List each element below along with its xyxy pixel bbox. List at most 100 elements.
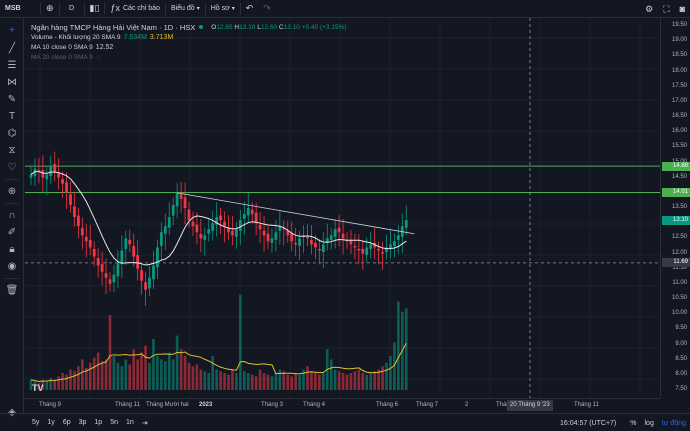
fib-icon[interactable]: ☰ (7, 60, 17, 71)
range-1d-button[interactable]: 1n (126, 419, 134, 426)
redo-button[interactable]: ↷ (258, 0, 276, 18)
bar-style-button[interactable]: ▮▯ (85, 0, 105, 18)
candle-body (349, 239, 353, 245)
volume-bar (100, 361, 104, 390)
candle-body (329, 235, 333, 240)
ruler-icon[interactable]: ⧖ (8, 145, 16, 156)
auto-scale-toggle[interactable]: tự động (661, 419, 686, 427)
candle-body (128, 239, 132, 245)
layers-icon[interactable]: ◈ (8, 407, 16, 418)
range-6m-button[interactable]: 6p (62, 419, 71, 426)
candle-body (152, 265, 155, 280)
ma10-line (30, 171, 407, 266)
candle-body (132, 245, 136, 257)
volume-bar (104, 359, 108, 390)
price-tick: 10.00 (671, 310, 687, 317)
goto-date-button[interactable]: ⇥ (138, 419, 152, 427)
percent-toggle[interactable]: % (630, 419, 637, 427)
lock-icon[interactable]: 🔒︎ (9, 244, 15, 255)
price-tick: 16.50 (671, 113, 687, 119)
zoom-icon[interactable]: ⊕ (7, 186, 17, 197)
compare-add-button[interactable]: ⊕ (41, 0, 59, 18)
volume-bar (353, 371, 357, 390)
brush-icon[interactable]: ✎ (7, 94, 17, 105)
candle-body (290, 233, 294, 242)
price-tick: 10.50 (671, 295, 687, 301)
volume-bar (33, 381, 37, 390)
heart-icon[interactable]: ♡ (7, 162, 17, 173)
price-tick: 16.00 (671, 128, 687, 135)
candle-body (49, 165, 53, 177)
legend-ohlc: O12.65 H13.10 L12.60 C13.10 +0.40 (+3.15… (211, 24, 346, 31)
candle-body (235, 229, 238, 237)
candle-body (282, 227, 286, 230)
volume-bar (179, 349, 183, 390)
price-axis[interactable]: 19.50 19.00 18.50 18.00 17.50 17.00 16.50 16.00… (660, 18, 690, 398)
clock-label[interactable]: 16:04:57 (UTC+7) (560, 419, 617, 427)
volume-bar (73, 371, 76, 390)
lock-drawing-icon[interactable]: ✐ (7, 227, 17, 238)
candle-body (57, 173, 61, 178)
hidden-eye-icon[interactable]: ◌ (96, 53, 101, 61)
range-5y-button[interactable]: 5y (32, 419, 40, 426)
price-tick: 11.50 (672, 264, 687, 271)
volume-bar (231, 369, 234, 390)
crosshair-icon[interactable]: + (9, 25, 15, 36)
undo-button[interactable]: ↶ (241, 0, 259, 18)
time-axis[interactable]: Tháng 9 Tháng 11 Tháng Mười hai 2023 Thá… (25, 398, 660, 413)
legend-volume-row[interactable]: Volume - Khối lượng 20 SMA 9 7.634M 3.71… (31, 32, 347, 42)
range-1y-button[interactable]: 1y (47, 419, 55, 426)
volume-bar (183, 356, 187, 390)
market-status-dot (199, 25, 204, 29)
log-toggle[interactable]: log (644, 419, 654, 427)
price-tick: 19.50 (671, 22, 687, 28)
snapshot-button[interactable]: ◙ (675, 0, 690, 18)
fullscreen-button[interactable]: ⛶ (658, 0, 674, 18)
range-1m-button[interactable]: 1p (94, 419, 103, 426)
trash-icon[interactable]: 🗑︎ (5, 285, 19, 296)
volume-bar (136, 359, 139, 390)
interval-button[interactable]: D (69, 5, 75, 12)
volume-bar (148, 362, 151, 390)
candle-body (369, 244, 373, 249)
ma10-value: 12.52 (95, 43, 114, 51)
redo-icon: ↷ (263, 3, 271, 13)
volume-bar (37, 383, 41, 390)
candle-body (211, 223, 215, 231)
range-3m-button[interactable]: 3p (78, 419, 87, 426)
legend-change: +0.40 (+3.15%) (301, 23, 347, 31)
candle-body (167, 217, 171, 228)
volume-bar (81, 359, 84, 390)
chart-canvas[interactable] (25, 18, 660, 398)
legend-ma20-row[interactable]: MA 20 close 0 SMA 9 ◌ (31, 52, 347, 62)
volume-bar (45, 380, 49, 390)
ma10-indicator-label: MA 10 close 0 SMA 9 (31, 43, 93, 51)
volume-bar (96, 352, 100, 390)
eye-icon[interactable]: ◉ (7, 261, 17, 272)
templates-button[interactable]: Hồ sơ ▾ (206, 0, 240, 18)
legend-ma10-row[interactable]: MA 10 close 0 SMA 9 12.52 (31, 42, 347, 52)
volume-bar (124, 359, 128, 390)
forecast-icon[interactable]: ⌬ (7, 128, 17, 139)
layout-button[interactable]: Biểu đồ ▾ (166, 0, 205, 18)
text-icon[interactable]: T (8, 111, 16, 122)
settings-button[interactable]: ⚙ (640, 0, 658, 18)
candle-body (393, 241, 396, 246)
symbol-search-button[interactable]: MSB (5, 5, 21, 12)
trendline-icon[interactable]: ╱ (8, 43, 16, 54)
indicators-button[interactable]: ƒx Các chỉ báo (105, 0, 164, 18)
toolbar-divider (239, 2, 241, 15)
price-tick: 9.00 (675, 340, 687, 347)
volume-bar (207, 373, 211, 390)
volume-bar (227, 374, 230, 390)
magnet-icon[interactable]: ∩ (8, 210, 16, 221)
pattern-icon[interactable]: ⋈ (7, 77, 17, 88)
candle-body (45, 174, 49, 180)
candle-body (88, 239, 92, 248)
top-toolbar: MSB ⊕ D ▮▯ ƒx Các chỉ báo Biểu đồ ▾ Hồ sơ ▾… (0, 0, 690, 18)
volume-bar (250, 374, 254, 390)
range-5d-button[interactable]: 5n (110, 419, 118, 426)
volume-bar (337, 371, 341, 390)
price-tick: 18.00 (671, 67, 687, 74)
chart-pane[interactable] (25, 18, 660, 398)
